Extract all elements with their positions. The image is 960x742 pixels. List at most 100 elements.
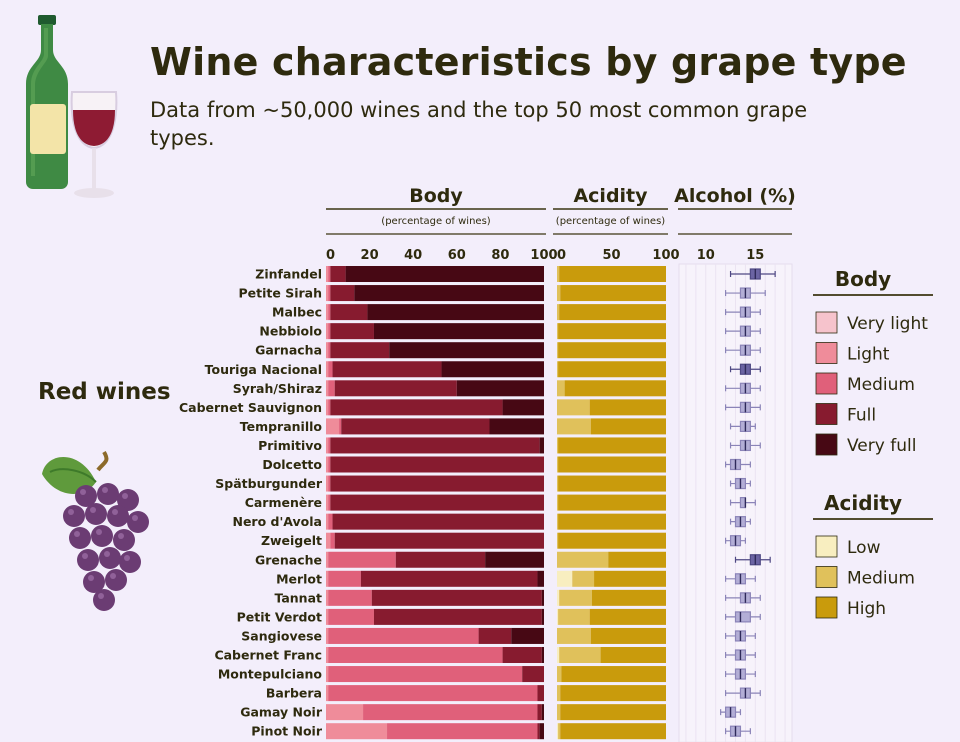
wine-bottle-icon: [26, 15, 68, 189]
grape-highlight: [132, 515, 138, 521]
grape-icon: [42, 450, 149, 611]
acidity-bar-segment: [557, 704, 561, 721]
acidity-bar-segment: [557, 589, 560, 606]
body-bar-segment: [345, 266, 544, 282]
body-bar-segment: [326, 475, 329, 492]
alcohol-box: [739, 497, 747, 509]
category-label: Dolcetto: [262, 457, 322, 472]
body-bar-segment: [330, 437, 540, 454]
grape-highlight: [98, 593, 104, 599]
category-label: Pinot Noir: [251, 724, 323, 739]
body-bar-segment: [328, 437, 331, 454]
body-bar-segment: [330, 342, 390, 359]
body-bar-segment: [328, 666, 523, 683]
grape-berry: [119, 551, 141, 573]
category-label: Grenache: [255, 552, 322, 567]
body-bar-segment: [537, 570, 544, 587]
group-label: Red wines: [38, 379, 171, 405]
acidity-legend-label: Medium: [847, 569, 915, 589]
acidity-bar-segment: [558, 608, 590, 625]
acidity-bar-segment: [558, 342, 666, 359]
grape-highlight: [68, 509, 74, 515]
body-bar-segment: [326, 494, 329, 511]
grape-highlight: [80, 489, 86, 495]
grape-berry: [97, 483, 119, 505]
body-bar-segment: [330, 323, 374, 340]
body-bar-segment: [328, 589, 372, 606]
body-bar-segment: [334, 380, 457, 397]
acidity-tick-label: 100: [652, 248, 679, 263]
body-bar-segment: [330, 304, 368, 321]
grape-highlight: [74, 531, 80, 537]
grape-berry: [77, 549, 99, 571]
grape-highlight: [96, 529, 102, 535]
body-bar-segment: [332, 513, 544, 530]
body-bar-segment: [373, 608, 542, 625]
acidity-legend-label: High: [847, 599, 886, 619]
acidity-legend-title: Acidity: [824, 491, 902, 515]
acidity-bar-segment: [590, 418, 666, 435]
body-bar-segment: [326, 361, 329, 378]
acidity-bar-segment: [558, 456, 666, 473]
grape-highlight: [110, 573, 116, 579]
body-bar-segment: [541, 647, 544, 663]
acidity-bar-segment: [557, 608, 559, 625]
body-bar-segment: [326, 685, 329, 702]
grape-highlight: [122, 493, 128, 499]
body-bar-segment: [328, 685, 538, 702]
acidity-bar-segment: [557, 399, 590, 416]
acidity-legend-label: Low: [847, 538, 881, 558]
body-bar-segment: [328, 551, 396, 568]
body-bar-segment: [363, 704, 538, 721]
body-legend-label: Light: [847, 345, 890, 365]
grape-berry: [113, 529, 135, 551]
body-bar-segment: [539, 437, 544, 454]
body-bar-segment: [502, 399, 544, 416]
body-bar-segment: [328, 342, 331, 359]
acidity-bar-segment: [600, 647, 666, 663]
body-bar-segment: [326, 323, 329, 340]
body-bar-segment: [326, 266, 329, 282]
body-tick-label: 40: [404, 248, 422, 263]
category-label: Syrah/Shiraz: [233, 381, 322, 396]
body-bar-segment: [354, 285, 544, 302]
acidity-bar-segment: [559, 266, 666, 282]
acidity-bar-segment: [590, 627, 666, 644]
acidity-title: Acidity: [573, 185, 648, 207]
acidity-bar-segment: [557, 666, 562, 683]
body-bar-segment: [537, 704, 542, 721]
body-tick-label: 20: [361, 248, 379, 263]
body-legend-label: Full: [847, 406, 876, 426]
body-bar-segment: [328, 285, 331, 302]
acidity-subtitle: (percentage of wines): [556, 216, 665, 227]
category-label: Petite Sirah: [239, 286, 323, 301]
acidity-bar-segment: [557, 685, 561, 702]
body-bar-segment: [502, 647, 542, 663]
body-bar-segment: [395, 551, 486, 568]
body-legend-swatch: [815, 311, 838, 334]
body-legend-label: Very light: [847, 314, 928, 334]
acidity-bar-segment: [557, 494, 559, 511]
category-label: Cabernet Sauvignon: [179, 400, 322, 415]
body-bar-segment: [326, 647, 329, 663]
body-bar-segment: [334, 532, 544, 549]
body-legend-label: Medium: [847, 375, 915, 395]
category-label: Gamay Noir: [240, 705, 323, 720]
body-bar-segment: [326, 399, 329, 416]
grape-berry: [127, 511, 149, 533]
acidity-bar-segment: [557, 570, 573, 587]
acidity-bar-segment: [557, 475, 559, 492]
body-legend-title: Body: [835, 267, 891, 291]
acidity-bar-segment: [557, 532, 559, 549]
body-bar-segment: [326, 723, 388, 740]
category-label: Merlot: [276, 571, 322, 586]
body-bar-segment: [326, 437, 329, 454]
grape-highlight: [90, 507, 96, 513]
acidity-bar-segment: [557, 513, 559, 530]
body-bar-segment: [330, 494, 544, 511]
acidity-tick-label: 50: [602, 248, 620, 263]
acidity-bar-segment: [560, 685, 666, 702]
alcohol-tick-label: 15: [746, 248, 764, 263]
acidity-bar-segment: [557, 418, 591, 435]
category-label: Spätburgunder: [215, 476, 323, 491]
